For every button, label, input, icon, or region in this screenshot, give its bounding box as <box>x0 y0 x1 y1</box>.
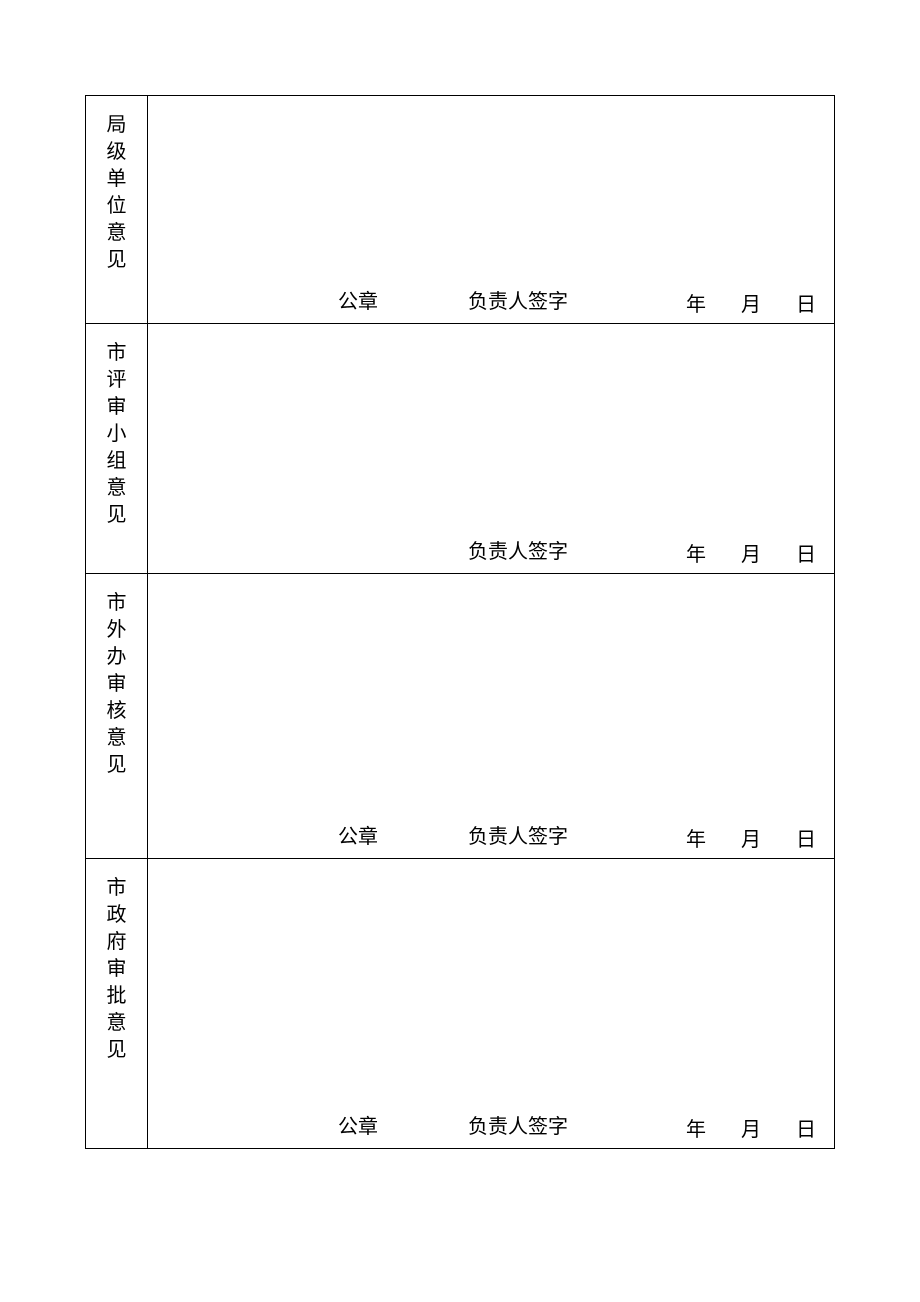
table-row: 市 评 审 小 组 意 见 负责人签字 年 月 日 <box>86 324 835 574</box>
seal-label: 公章 <box>338 285 378 314</box>
label-char: 意 <box>107 220 127 247</box>
date-day: 日 <box>796 829 816 851</box>
label-char: 小 <box>107 421 127 448</box>
date-line: 年 月 日 <box>686 1113 816 1142</box>
label-char: 核 <box>107 698 127 725</box>
row-content-cell: 负责人签字 年 月 日 <box>148 324 835 574</box>
date-line: 年 月 日 <box>686 538 816 567</box>
row-content-cell: 公章 负责人签字 年 月 日 <box>148 574 835 859</box>
label-char: 外 <box>107 617 127 644</box>
approval-table: 局 级 单 位 意 见 公章 负责人签字 年 月 日 <box>85 95 835 1149</box>
date-day: 日 <box>796 1119 816 1141</box>
row-label-review-group: 市 评 审 小 组 意 见 <box>86 334 147 529</box>
date-line: 年 月 日 <box>686 823 816 852</box>
date-day: 日 <box>796 544 816 566</box>
label-char: 局 <box>107 112 127 139</box>
row-content-cell: 公章 负责人签字 年 月 日 <box>148 859 835 1149</box>
label-char: 办 <box>107 644 127 671</box>
row-label-bureau: 局 级 单 位 意 见 <box>86 106 147 274</box>
label-char: 见 <box>107 502 127 529</box>
label-char: 见 <box>107 752 127 779</box>
label-char: 见 <box>107 247 127 274</box>
table-row: 市 政 府 审 批 意 见 公章 负责人签字 年 月 日 <box>86 859 835 1149</box>
row-label-cell: 市 政 府 审 批 意 见 <box>86 859 148 1149</box>
seal-label: 公章 <box>338 1110 378 1139</box>
signature-label: 负责人签字 <box>468 285 568 314</box>
row-label-foreign-affairs: 市 外 办 审 核 意 见 <box>86 584 147 779</box>
label-char: 府 <box>107 929 127 956</box>
label-char: 位 <box>107 193 127 220</box>
label-char: 审 <box>107 671 127 698</box>
label-char: 市 <box>107 590 127 617</box>
row-content-cell: 公章 负责人签字 年 月 日 <box>148 96 835 324</box>
label-char: 市 <box>107 340 127 367</box>
row-label-cell: 市 外 办 审 核 意 见 <box>86 574 148 859</box>
row-label-government: 市 政 府 审 批 意 见 <box>86 869 147 1064</box>
signature-label: 负责人签字 <box>468 820 568 849</box>
label-char: 市 <box>107 875 127 902</box>
label-char: 意 <box>107 475 127 502</box>
signature-label: 负责人签字 <box>468 535 568 564</box>
date-year: 年 <box>686 1119 706 1141</box>
date-month: 月 <box>741 829 761 851</box>
row-label-cell: 局 级 单 位 意 见 <box>86 96 148 324</box>
label-char: 政 <box>107 902 127 929</box>
label-char: 批 <box>107 983 127 1010</box>
label-char: 级 <box>107 139 127 166</box>
date-month: 月 <box>741 294 761 316</box>
table-row: 局 级 单 位 意 见 公章 负责人签字 年 月 日 <box>86 96 835 324</box>
date-year: 年 <box>686 829 706 851</box>
date-year: 年 <box>686 294 706 316</box>
label-char: 审 <box>107 956 127 983</box>
label-char: 审 <box>107 394 127 421</box>
date-day: 日 <box>796 294 816 316</box>
signature-label: 负责人签字 <box>468 1110 568 1139</box>
table-row: 市 外 办 审 核 意 见 公章 负责人签字 年 月 日 <box>86 574 835 859</box>
row-label-cell: 市 评 审 小 组 意 见 <box>86 324 148 574</box>
date-month: 月 <box>741 544 761 566</box>
label-char: 意 <box>107 725 127 752</box>
label-char: 组 <box>107 448 127 475</box>
label-char: 单 <box>107 166 127 193</box>
date-year: 年 <box>686 544 706 566</box>
label-char: 见 <box>107 1037 127 1064</box>
seal-label: 公章 <box>338 820 378 849</box>
date-line: 年 月 日 <box>686 288 816 317</box>
label-char: 评 <box>107 367 127 394</box>
date-month: 月 <box>741 1119 761 1141</box>
label-char: 意 <box>107 1010 127 1037</box>
